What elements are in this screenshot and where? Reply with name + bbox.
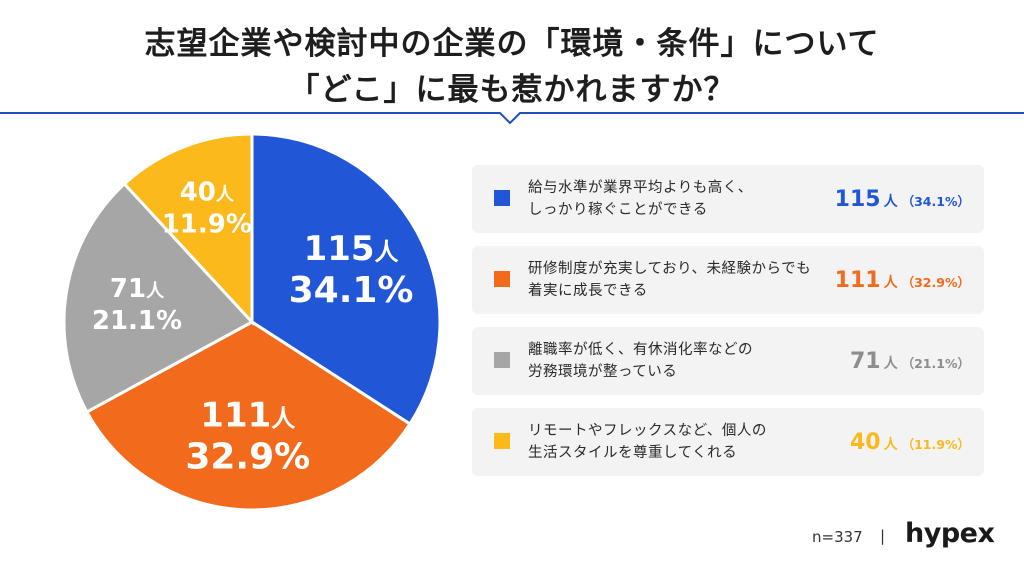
legend-count: 71	[849, 349, 881, 374]
pie-count-label: 115人	[304, 229, 399, 269]
legend-value: 111 人（32.9%）	[834, 268, 970, 293]
legend-value: 115 人（34.1%）	[834, 187, 970, 212]
legend-unit: 人	[883, 275, 898, 291]
brand-logo: hypex	[905, 518, 995, 549]
pie-slice-gray	[62, 181, 255, 414]
legend-value: 71 人（21.1%）	[849, 349, 970, 374]
legend-percent: 11.9%	[914, 437, 958, 452]
legend-unit: 人	[883, 356, 898, 372]
legend-swatch-yellow	[494, 433, 510, 449]
legend-label-line2: しっかり稼ぐことができる	[528, 202, 708, 218]
legend-item-training: 研修制度が充実しており、未経験からでも 着実に成長できる 111 人（32.9%）	[472, 246, 984, 314]
legend-count: 111	[834, 268, 881, 293]
pie-percent-label: 34.1%	[289, 270, 414, 311]
legend-item-salary: 給与水準が業界平均よりも高く、 しっかり稼ぐことができる 115 人（34.1%）	[472, 165, 984, 233]
pie-count-label: 111人	[200, 396, 295, 436]
title-divider	[0, 112, 1024, 125]
pie-count-label: 71人	[110, 274, 165, 304]
sample-size: n=337	[812, 528, 863, 546]
legend-unit: 人	[883, 437, 898, 453]
legend-swatch-orange	[494, 271, 510, 287]
legend-label-line2: 労務環境が整っている	[528, 364, 678, 380]
legend-label-line1: 離職率が低く、有休消化率などの	[528, 342, 753, 358]
legend-percent: 34.1%	[914, 194, 958, 209]
footer-separator: |	[880, 527, 886, 545]
pie-percent-label: 21.1%	[92, 306, 182, 336]
pie-count-label: 40人	[180, 177, 235, 207]
pie-percent-label: 11.9%	[162, 209, 252, 239]
chart-title-line1: 志望企業や検討中の企業の「環境・条件」について	[144, 26, 880, 62]
legend-percent: 32.9%	[914, 275, 958, 290]
legend-label-line1: 研修制度が充実しており、未経験からでも	[528, 261, 812, 277]
legend-label-line1: 給与水準が業界平均よりも高く、	[528, 180, 753, 196]
legend-swatch-gray	[494, 352, 510, 368]
legend-label-line2: 生活スタイルを尊重してくれる	[528, 445, 738, 461]
legend-label-line1: リモートやフレックスなど、個人の	[528, 423, 767, 439]
chart-title-line2: 「どこ」に最も惹かれますか？	[288, 72, 736, 108]
legend-count: 40	[849, 430, 881, 455]
legend-item-remote: リモートやフレックスなど、個人の 生活スタイルを尊重してくれる 40 人（11.9…	[472, 408, 984, 476]
legend-count: 115	[834, 187, 881, 212]
legend-label-line2: 着実に成長できる	[528, 283, 648, 299]
legend-unit: 人	[883, 194, 898, 210]
pie-percent-label: 32.9%	[185, 437, 310, 478]
legend-item-retention: 離職率が低く、有休消化率などの 労務環境が整っている 71 人（21.1%）	[472, 327, 984, 395]
pie-slice-yellow	[122, 132, 254, 326]
legend-swatch-blue	[494, 190, 510, 206]
legend-percent: 21.1%	[914, 356, 958, 371]
legend-value: 40 人（11.9%）	[849, 430, 970, 455]
